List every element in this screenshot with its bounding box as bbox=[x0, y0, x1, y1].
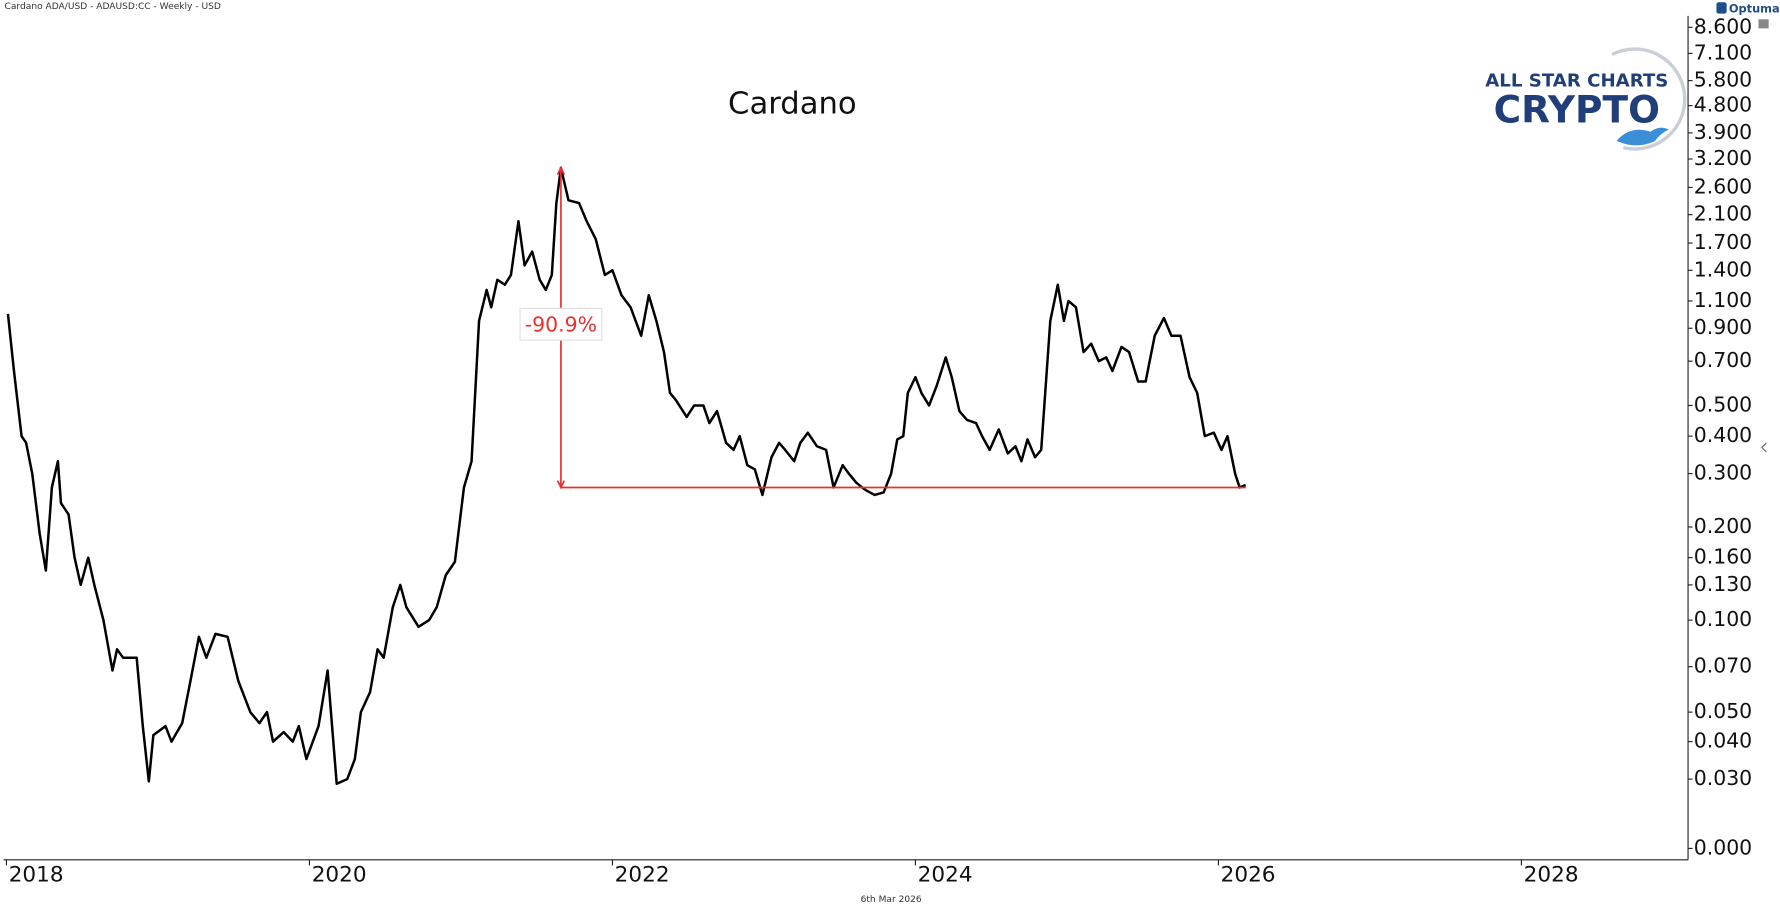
brand-logo: Optuma ALL STAR CHARTS CRYPTO bbox=[1485, 1, 1780, 151]
y-tick-label: 3.900 bbox=[1694, 120, 1752, 144]
y-tick-label: 7.100 bbox=[1694, 40, 1752, 64]
logo-line2: CRYPTO bbox=[1494, 88, 1660, 132]
y-tick-label: 0.160 bbox=[1694, 545, 1752, 569]
y-tick-label: 0.200 bbox=[1694, 514, 1752, 538]
lock-icon bbox=[1758, 19, 1769, 29]
vendor-name: Optuma bbox=[1729, 1, 1780, 15]
date-label: 6th Mar 2026 bbox=[861, 895, 922, 905]
collapse-icon bbox=[1761, 442, 1767, 453]
logo-ring bbox=[1611, 47, 1687, 151]
y-tick-label: 0.030 bbox=[1694, 766, 1752, 790]
x-tick-label: 2022 bbox=[615, 863, 670, 888]
x-tick-label: 2024 bbox=[918, 863, 973, 888]
y-tick-label: 0.000 bbox=[1694, 835, 1752, 859]
y-tick-label: 0.500 bbox=[1694, 392, 1752, 416]
y-tick-label: 1.100 bbox=[1694, 288, 1752, 312]
y-tick-label: 0.130 bbox=[1694, 572, 1752, 596]
y-tick-label: 0.300 bbox=[1694, 461, 1752, 485]
y-tick-label: 0.070 bbox=[1694, 654, 1752, 678]
vendor-icon bbox=[1716, 2, 1727, 14]
annotation-label: -90.9% bbox=[525, 312, 597, 336]
x-tick-label: 2028 bbox=[1524, 863, 1579, 888]
price-line bbox=[6, 166, 1247, 786]
y-tick-label: 2.600 bbox=[1694, 174, 1752, 198]
x-tick-label: 2018 bbox=[9, 863, 64, 888]
y-tick-label: 1.400 bbox=[1694, 257, 1752, 281]
y-tick-label: 8.600 bbox=[1694, 14, 1752, 38]
y-tick-label: 3.200 bbox=[1694, 146, 1752, 170]
y-tick-label: 0.700 bbox=[1694, 348, 1752, 372]
y-tick-label: 2.100 bbox=[1694, 202, 1752, 226]
chart-header: Cardano ADA/USD - ADAUSD:CC - Weekly - U… bbox=[5, 2, 221, 12]
logo-line1: ALL STAR CHARTS bbox=[1485, 70, 1668, 91]
y-tick-label: 0.040 bbox=[1694, 729, 1752, 753]
chart-title: Cardano bbox=[728, 87, 857, 122]
y-tick-label: 0.050 bbox=[1694, 699, 1752, 723]
y-tick-label: 4.800 bbox=[1694, 93, 1752, 117]
y-tick-label: 1.700 bbox=[1694, 230, 1752, 254]
annotation-box bbox=[519, 307, 603, 341]
x-tick-label: 2026 bbox=[1221, 863, 1276, 888]
y-tick-label: 0.900 bbox=[1694, 315, 1752, 339]
x-tick-label: 2020 bbox=[312, 863, 367, 888]
logo-whale bbox=[1616, 127, 1669, 146]
arrow-head-top bbox=[556, 165, 566, 176]
y-tick-label: 0.100 bbox=[1694, 607, 1752, 631]
y-tick-label: 5.800 bbox=[1694, 68, 1752, 92]
y-tick-label: 0.400 bbox=[1694, 423, 1752, 447]
